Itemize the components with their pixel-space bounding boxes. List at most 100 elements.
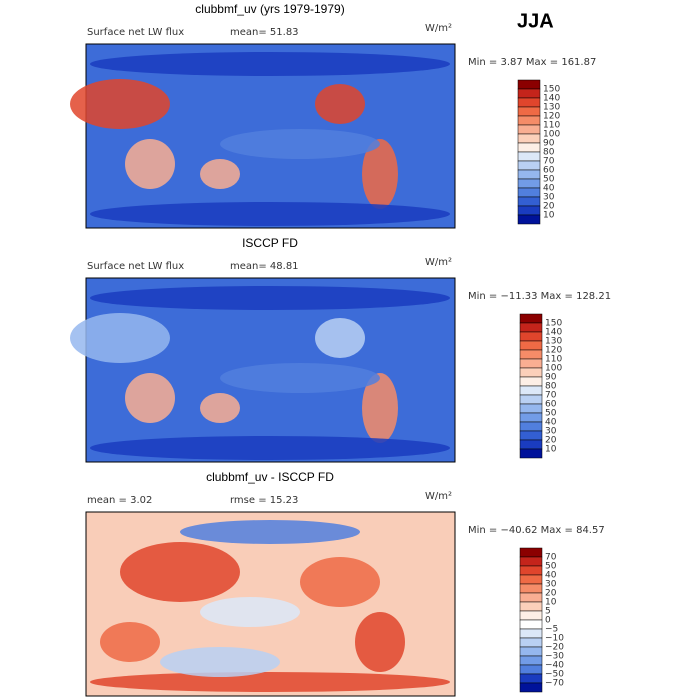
colorbar-box <box>519 610 543 621</box>
map-feature <box>362 139 398 209</box>
map-feature <box>315 318 365 358</box>
colorbar-label: 100 <box>545 364 562 374</box>
colorbar-label: 60 <box>545 400 557 410</box>
colorbar-box <box>517 124 541 135</box>
colorbar-box <box>517 79 541 90</box>
colorbar-label: 60 <box>543 166 555 176</box>
colorbar-box <box>519 448 543 459</box>
map-feature <box>160 647 280 677</box>
map-feature <box>90 672 450 692</box>
colorbar-label: 30 <box>543 193 555 203</box>
colorbar-label: 30 <box>545 580 557 590</box>
colorbar-box <box>519 565 543 576</box>
map-feature <box>200 159 240 189</box>
map <box>70 43 456 229</box>
colorbar-box <box>517 151 541 162</box>
colorbar-box <box>519 322 543 333</box>
min-max: Min = 3.87 Max = 161.87 <box>468 57 596 68</box>
colorbar-label: 50 <box>545 562 557 572</box>
map-feature <box>90 286 450 310</box>
colorbar-label: −30 <box>545 652 564 662</box>
colorbar-box <box>517 196 541 207</box>
colorbar-label: 80 <box>545 382 557 392</box>
colorbar-label: 40 <box>545 418 557 428</box>
panel-title: clubbmf_uv (yrs 1979-1979) <box>195 2 344 16</box>
colorbar-box <box>517 160 541 171</box>
colorbar-box <box>519 421 543 432</box>
colorbar-label: 130 <box>545 337 562 347</box>
colorbar-label: 120 <box>543 112 560 122</box>
colorbar-label: 70 <box>545 553 557 563</box>
map-feature <box>125 373 175 423</box>
colorbar-box <box>519 592 543 603</box>
colorbar-box <box>519 547 543 558</box>
map-feature <box>125 139 175 189</box>
colorbar-box <box>517 187 541 198</box>
map-feature <box>315 84 365 124</box>
map-feature <box>90 202 450 226</box>
map-feature <box>220 129 380 159</box>
colorbar-label: 130 <box>543 103 560 113</box>
map-feature <box>200 393 240 423</box>
colorbar-box <box>519 430 543 441</box>
colorbar-label: 120 <box>545 346 562 356</box>
colorbar-label: 90 <box>543 139 555 149</box>
colorbar-box <box>519 601 543 612</box>
colorbar-label: 90 <box>545 373 557 383</box>
colorbar-label: 140 <box>543 94 560 104</box>
map-feature <box>70 79 170 129</box>
map-feature <box>120 542 240 602</box>
panel-stat: mean= 48.81 <box>230 261 299 272</box>
colorbar-label: 140 <box>545 328 562 338</box>
colorbar-box <box>519 367 543 378</box>
map-feature <box>90 436 450 460</box>
colorbar-label: −10 <box>545 634 564 644</box>
colorbar-box <box>519 349 543 360</box>
colorbar-box <box>517 133 541 144</box>
colorbar-box <box>519 574 543 585</box>
colorbar-box <box>519 673 543 684</box>
colorbar-box <box>519 664 543 675</box>
panel-label: mean = 3.02 <box>87 495 152 506</box>
colorbar-label: 150 <box>545 319 562 329</box>
colorbar-box <box>519 655 543 666</box>
panel-stat: rmse = 15.23 <box>230 495 298 506</box>
colorbar-label: −50 <box>545 670 564 680</box>
colorbar-box <box>519 403 543 414</box>
colorbar-box <box>517 97 541 108</box>
colorbar-label: 70 <box>545 391 557 401</box>
colorbar-label: 50 <box>545 409 557 419</box>
map-feature <box>90 52 450 76</box>
colorbar-label: 70 <box>543 157 555 167</box>
map <box>85 511 456 697</box>
colorbar-box <box>517 178 541 189</box>
colorbar-box <box>517 142 541 153</box>
map-feature <box>70 313 170 363</box>
colorbar-label: 10 <box>543 211 555 221</box>
map <box>70 277 456 463</box>
colorbar-label: 20 <box>543 202 555 212</box>
units: W/m² <box>425 23 452 34</box>
map-feature <box>180 520 360 544</box>
colorbar-label: 40 <box>545 571 557 581</box>
colorbar-box <box>519 637 543 648</box>
season-title: JJA <box>517 10 554 32</box>
colorbar-box <box>517 115 541 126</box>
colorbar-box <box>517 88 541 99</box>
map-feature <box>355 612 405 672</box>
colorbar-box <box>519 646 543 657</box>
colorbar-box <box>519 682 543 693</box>
colorbar-label: 40 <box>543 184 555 194</box>
colorbar-box <box>517 106 541 117</box>
colorbar-box <box>519 619 543 630</box>
map-feature <box>362 373 398 443</box>
colorbar-label: 20 <box>545 436 557 446</box>
colorbar-label: −20 <box>545 643 564 653</box>
colorbar-box <box>519 358 543 369</box>
colorbar-box <box>517 214 541 225</box>
panel-title: ISCCP FD <box>242 236 298 250</box>
map-feature <box>300 557 380 607</box>
colorbar-box <box>519 376 543 387</box>
colorbar-label: 0 <box>545 616 551 626</box>
